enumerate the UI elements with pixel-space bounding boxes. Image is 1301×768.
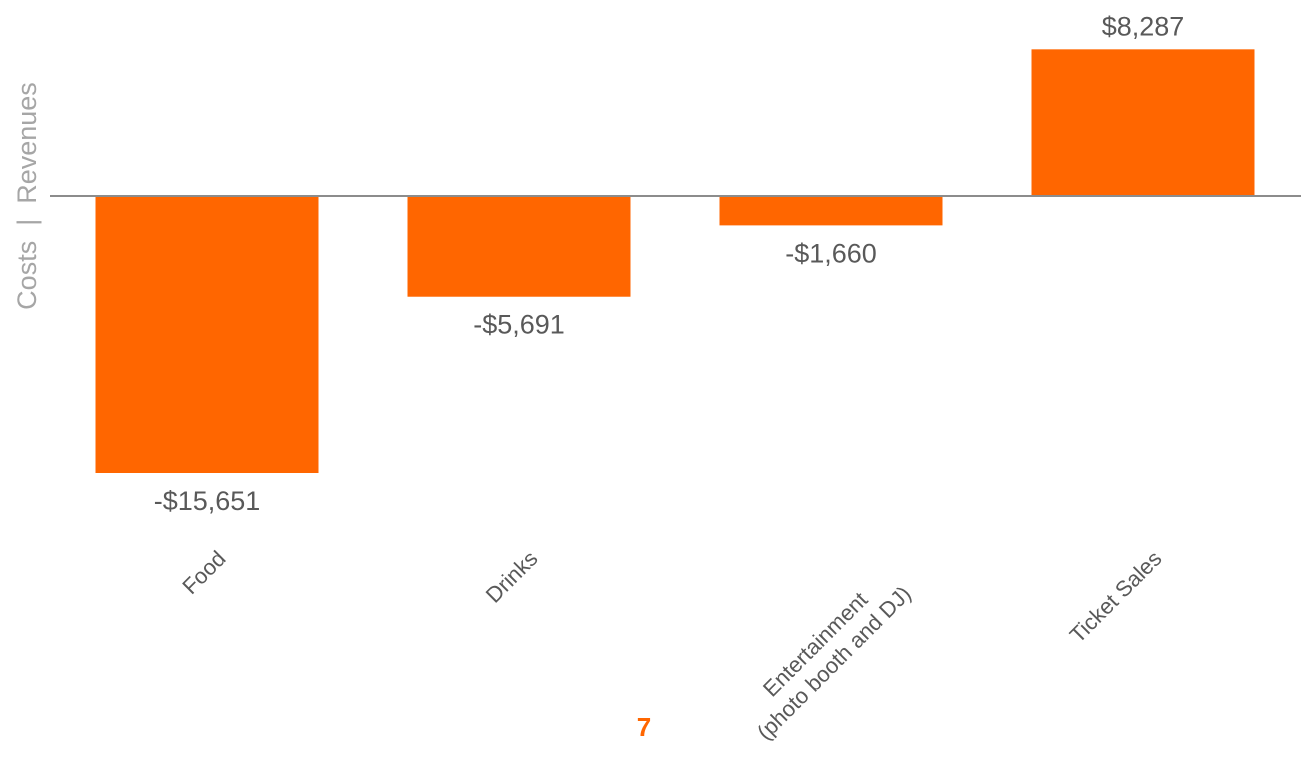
category-label-3: Ticket Sales [1065,546,1167,648]
category-label-2: Entertainment(photo booth and DJ) [733,562,916,745]
bars-layer [95,49,1255,473]
value-labels-layer: -$15,651 -$5,691 -$1,660 $8,287 [154,11,1185,516]
bar-0 [95,196,319,473]
value-label-1: -$5,691 [473,310,565,340]
bar-1 [407,196,631,297]
bar-3 [1031,49,1255,196]
value-label-0: -$15,651 [154,486,261,516]
category-label-1: Drinks [481,546,543,608]
category-labels-layer: Food Drinks Entertainment(photo booth and … [177,546,1166,745]
bar-2 [719,196,943,226]
value-label-2: -$1,660 [785,238,877,268]
y-axis-title: Costs | Revenues [12,82,42,310]
value-label-3: $8,287 [1102,11,1185,41]
page-number: 7 [636,712,652,742]
category-label-0: Food [177,546,230,599]
